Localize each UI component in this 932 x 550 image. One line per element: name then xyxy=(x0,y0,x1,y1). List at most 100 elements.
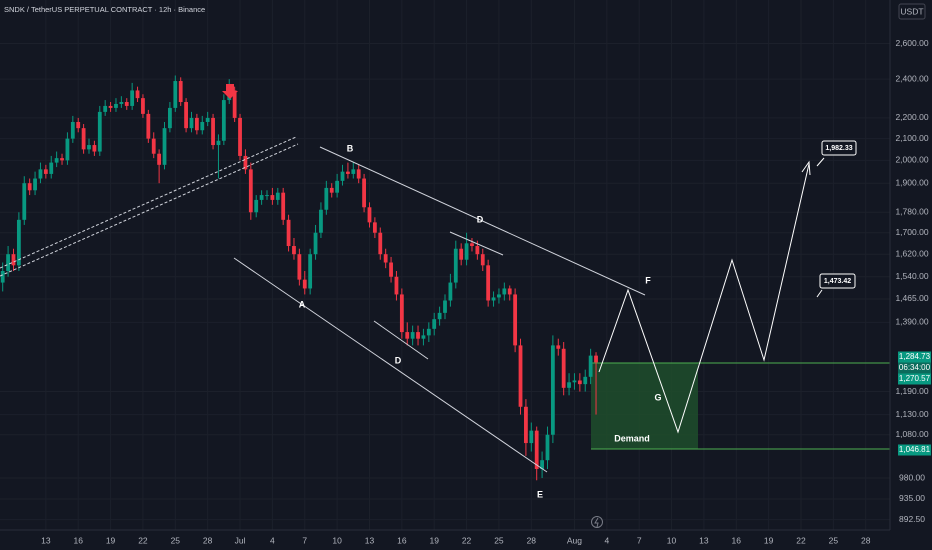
candle-body xyxy=(497,294,501,298)
arrow-head xyxy=(801,160,811,176)
y-tick-label: 1,700.00 xyxy=(895,227,928,237)
price-label: 06:34:00 xyxy=(899,363,931,372)
candle-body xyxy=(335,180,340,193)
price-label: 1,270.57 xyxy=(899,374,931,383)
candle-body xyxy=(475,246,480,255)
candle-body xyxy=(286,219,291,247)
candle-body xyxy=(583,376,588,385)
candle-body xyxy=(432,319,437,329)
y-tick-label: 2,100.00 xyxy=(895,133,928,143)
callout-pointer xyxy=(816,289,823,298)
y-tick-label: 2,400.00 xyxy=(895,73,928,83)
drawings xyxy=(0,136,825,473)
candle-body xyxy=(211,117,215,146)
candle-body xyxy=(103,105,108,112)
candle-body xyxy=(486,265,491,301)
candle-body xyxy=(0,270,5,283)
candle-body xyxy=(124,102,129,106)
x-tick-label: 22 xyxy=(138,535,148,545)
candles xyxy=(0,75,598,481)
x-tick-label: 7 xyxy=(302,535,307,545)
candle-body xyxy=(281,192,286,220)
trendline xyxy=(233,257,548,473)
wave-label: D xyxy=(395,355,402,365)
candle-body xyxy=(33,178,37,191)
candle-body xyxy=(146,113,151,139)
y-tick-label: 1,540.00 xyxy=(895,271,928,281)
candle-body xyxy=(426,328,431,336)
candle-body xyxy=(416,332,420,339)
candle-body xyxy=(162,128,167,165)
x-tick-label: 28 xyxy=(203,535,213,545)
x-tick-label: 13 xyxy=(699,535,709,545)
x-tick-label: 25 xyxy=(494,535,504,545)
candle-body xyxy=(480,254,485,266)
candle-body xyxy=(43,169,48,174)
x-tick-label: 10 xyxy=(667,535,677,545)
candle-body xyxy=(561,348,566,388)
candle-body xyxy=(540,460,544,470)
candle-body xyxy=(135,90,140,99)
candle-body xyxy=(534,430,539,470)
price-labels: 1,284.73 06:34:00 1,270.57 1,046.81 xyxy=(898,351,931,456)
candle-body xyxy=(151,138,156,154)
x-tick-label: 22 xyxy=(462,535,472,545)
arrow-marker xyxy=(222,84,238,99)
candle-body xyxy=(362,178,366,208)
candle-body xyxy=(594,355,598,363)
candle-body xyxy=(130,90,135,106)
candle-body xyxy=(383,254,388,263)
x-tick-label: 4 xyxy=(604,535,609,545)
candle-body xyxy=(270,195,275,200)
candle-body xyxy=(292,246,296,255)
candle-body xyxy=(507,288,512,295)
x-tick-label: 7 xyxy=(637,535,642,545)
callout-text: 1,982.33 xyxy=(825,145,852,152)
price-label-box xyxy=(898,444,931,456)
candle-body xyxy=(577,380,582,385)
candle-body xyxy=(567,382,571,388)
y-tick-label: 1,780.00 xyxy=(895,206,928,216)
candle-body xyxy=(443,300,447,313)
candle-body xyxy=(141,98,145,114)
wave-label: E xyxy=(537,489,543,499)
candle-body xyxy=(97,111,102,152)
candle-body xyxy=(216,140,221,146)
wave-label: D xyxy=(477,214,484,224)
candle-body xyxy=(27,183,32,191)
y-tick-label: 1,390.00 xyxy=(895,317,928,327)
callout-box xyxy=(821,140,857,156)
candle-body xyxy=(243,155,248,170)
candle-body xyxy=(308,254,313,289)
x-tick-label: 13 xyxy=(365,535,375,545)
x-tick-label: 4 xyxy=(270,535,275,545)
candle-body xyxy=(6,254,10,271)
candle-body xyxy=(87,145,91,150)
candle-body xyxy=(513,294,518,346)
x-tick-label: 19 xyxy=(106,535,116,545)
chart-title: SNDK / TetherUS PERPETUAL CONTRACT · 12h… xyxy=(4,5,205,14)
candle-body xyxy=(238,117,242,156)
candle-body xyxy=(184,102,188,129)
wave-label: F xyxy=(645,275,651,285)
zone-label: Demand xyxy=(614,433,650,443)
candle-body xyxy=(76,121,81,129)
event-icon xyxy=(591,516,603,528)
candle-body xyxy=(464,243,469,260)
candle-body xyxy=(221,100,226,141)
candle-body xyxy=(340,171,345,181)
candle-body xyxy=(11,254,16,266)
y-tick-label: 1,900.00 xyxy=(895,177,928,187)
x-tick-label: 16 xyxy=(73,535,83,545)
event-icon xyxy=(594,517,599,528)
candle-body xyxy=(405,332,410,339)
trendline xyxy=(319,146,646,296)
candle-body xyxy=(275,192,280,200)
demand-zone xyxy=(591,363,698,449)
candle-body xyxy=(108,105,113,108)
price-label-box xyxy=(898,351,931,363)
x-tick-label: 19 xyxy=(764,535,774,545)
candle-body xyxy=(205,117,210,122)
channel-line xyxy=(0,136,297,269)
